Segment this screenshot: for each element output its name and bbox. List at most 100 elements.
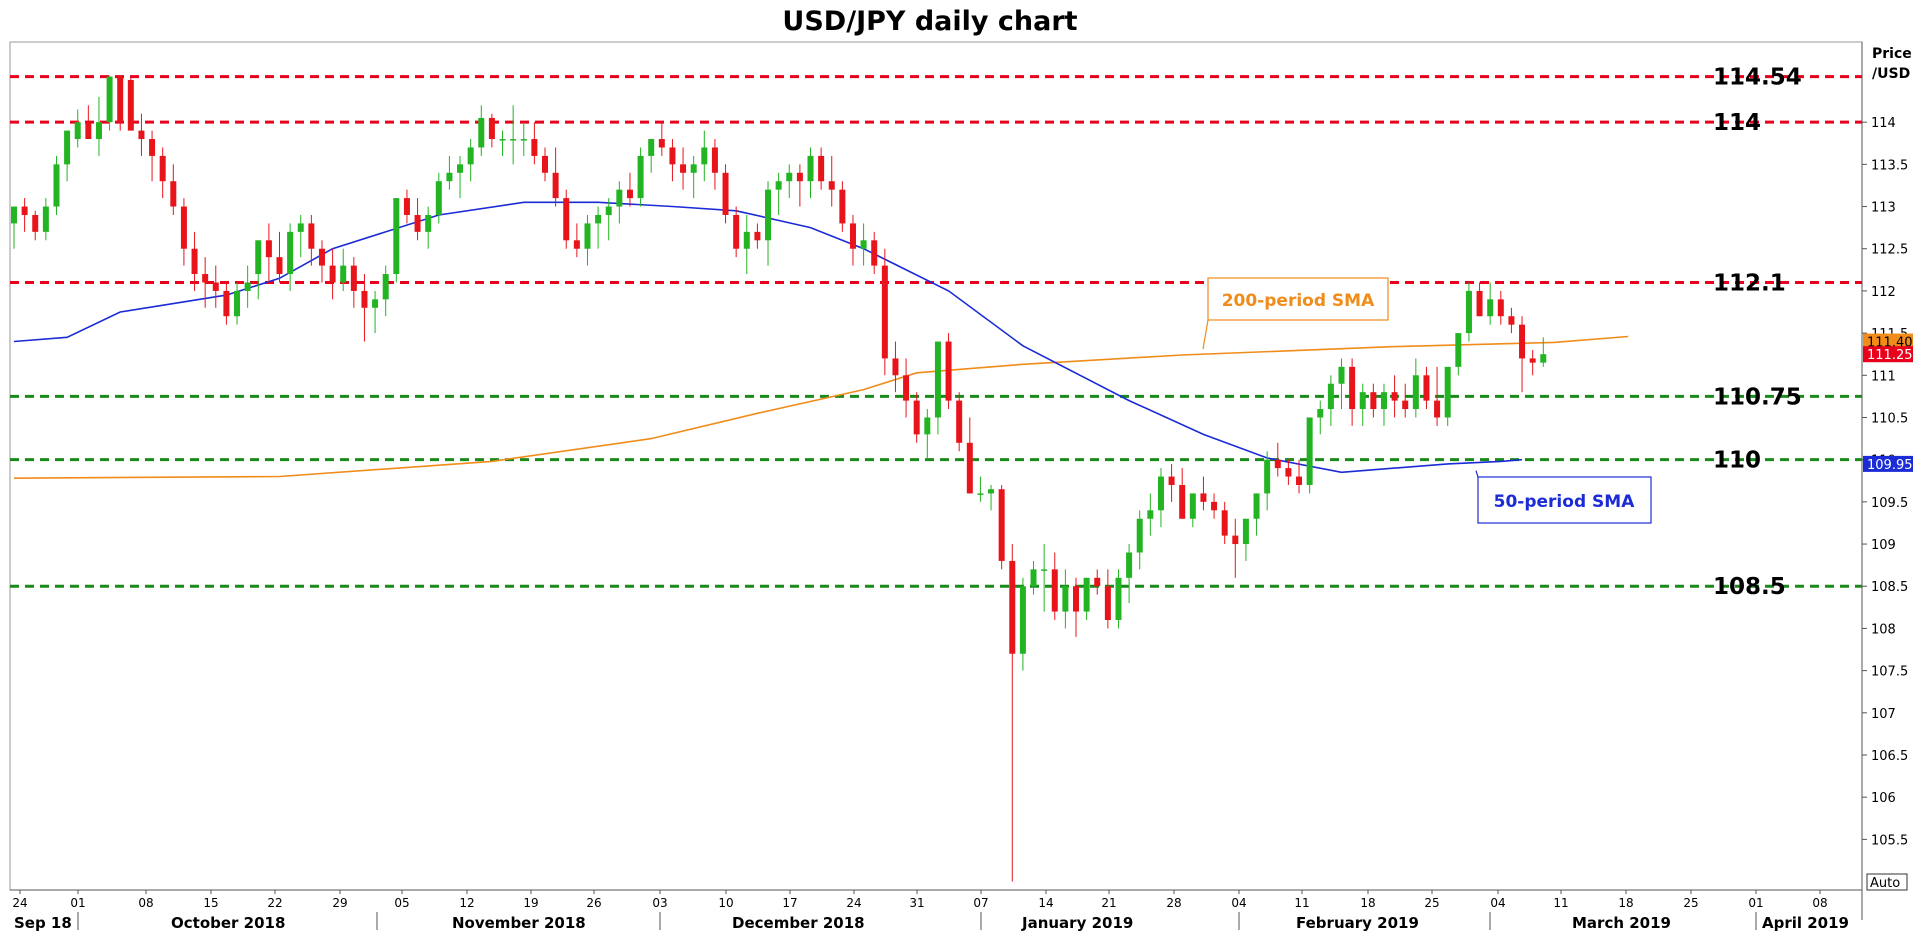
candle xyxy=(1327,375,1334,426)
candle xyxy=(446,155,453,190)
candle xyxy=(828,155,835,207)
y-tick-label: 112.5 xyxy=(1871,243,1908,258)
candle xyxy=(1041,544,1048,612)
candle-body xyxy=(414,214,421,232)
candle-body xyxy=(350,265,357,291)
candle xyxy=(945,333,952,410)
x-day-label: 18 xyxy=(1360,896,1375,910)
candle-body xyxy=(1200,493,1207,502)
candle xyxy=(818,147,825,190)
candle xyxy=(722,164,729,224)
candle-body xyxy=(988,489,995,494)
candle xyxy=(234,282,241,325)
candle xyxy=(372,290,379,334)
candle-body xyxy=(605,206,612,215)
x-day-label: 25 xyxy=(1424,896,1439,910)
candle-body xyxy=(871,240,878,266)
candle xyxy=(966,417,973,494)
sma200-annotation-pointer xyxy=(1202,319,1209,350)
candle xyxy=(584,214,591,266)
candle xyxy=(1434,366,1441,426)
candle-body xyxy=(765,189,772,241)
plot-area xyxy=(9,41,1863,891)
x-day-label: 07 xyxy=(973,896,988,910)
candle xyxy=(276,231,283,283)
candle-body xyxy=(457,164,464,173)
candle-body xyxy=(340,265,347,283)
y-tick-label: 109 xyxy=(1871,538,1896,553)
candle-body xyxy=(191,248,198,275)
candle xyxy=(425,206,432,249)
x-month-label: October 2018 xyxy=(171,914,285,932)
candle-body xyxy=(1136,518,1143,553)
candle-body xyxy=(1221,510,1228,536)
candle-body xyxy=(945,341,952,401)
candle-body xyxy=(690,164,697,173)
y-tick-label: 105.5 xyxy=(1871,833,1908,848)
x-day-label: 10 xyxy=(718,896,733,910)
x-day-label: 29 xyxy=(332,896,347,910)
candle xyxy=(796,164,803,207)
candle xyxy=(53,155,60,215)
candle-body xyxy=(510,139,517,141)
candle-body xyxy=(1104,586,1111,620)
candle-body xyxy=(1009,560,1016,654)
candle xyxy=(924,409,931,460)
candle-body xyxy=(626,189,633,199)
candle-body xyxy=(977,493,984,495)
candle xyxy=(1062,569,1069,629)
candle xyxy=(180,198,187,266)
x-day-label: 28 xyxy=(1166,896,1181,910)
candle-body xyxy=(1423,375,1430,401)
candle xyxy=(807,147,814,199)
candle-body xyxy=(64,130,71,165)
candle xyxy=(1423,366,1430,410)
candle-body xyxy=(308,223,315,249)
candle-body xyxy=(149,139,156,156)
candle xyxy=(1285,459,1292,485)
candle-body xyxy=(159,155,166,182)
candle-body xyxy=(1391,392,1398,401)
candle-body xyxy=(818,155,825,182)
candle-body xyxy=(1296,476,1303,485)
candle-body xyxy=(1083,577,1090,612)
sma200-annotation-label: 200-period SMA xyxy=(1222,291,1375,311)
candle-body xyxy=(531,139,538,156)
candle xyxy=(1136,510,1143,570)
candle xyxy=(1211,493,1218,519)
candle xyxy=(159,147,166,199)
candle-body xyxy=(1412,375,1419,410)
candle xyxy=(956,392,963,452)
candle-body xyxy=(552,172,559,199)
price-tag: 109.95 xyxy=(1863,455,1913,473)
candle-body xyxy=(966,442,973,494)
candle-body xyxy=(722,172,729,215)
candle-body xyxy=(1264,459,1271,494)
candle-body xyxy=(329,265,336,283)
candle xyxy=(223,282,230,325)
candle-body xyxy=(1434,400,1441,418)
candle-body xyxy=(956,400,963,443)
candle xyxy=(1540,337,1547,367)
candle-body xyxy=(255,240,262,275)
candle-body xyxy=(1168,476,1175,485)
candle-body xyxy=(775,181,782,190)
candle-body xyxy=(701,147,708,165)
x-month-label: Sep 18 xyxy=(14,914,72,932)
level-label: 110.75 xyxy=(1713,384,1802,410)
candle xyxy=(340,248,347,291)
candle xyxy=(64,130,71,182)
candle xyxy=(1317,400,1324,435)
candle-body xyxy=(106,76,113,123)
candle xyxy=(1306,417,1313,494)
x-month-label: March 2019 xyxy=(1572,914,1671,932)
candle-body xyxy=(1274,459,1281,469)
candle xyxy=(1465,282,1472,342)
x-day-label: 01 xyxy=(1748,896,1763,910)
candle xyxy=(42,198,49,241)
candle xyxy=(1519,316,1526,393)
candle xyxy=(860,223,867,266)
price-tag-bg xyxy=(1863,333,1913,350)
candle xyxy=(1221,501,1228,545)
candle-body xyxy=(244,282,251,291)
